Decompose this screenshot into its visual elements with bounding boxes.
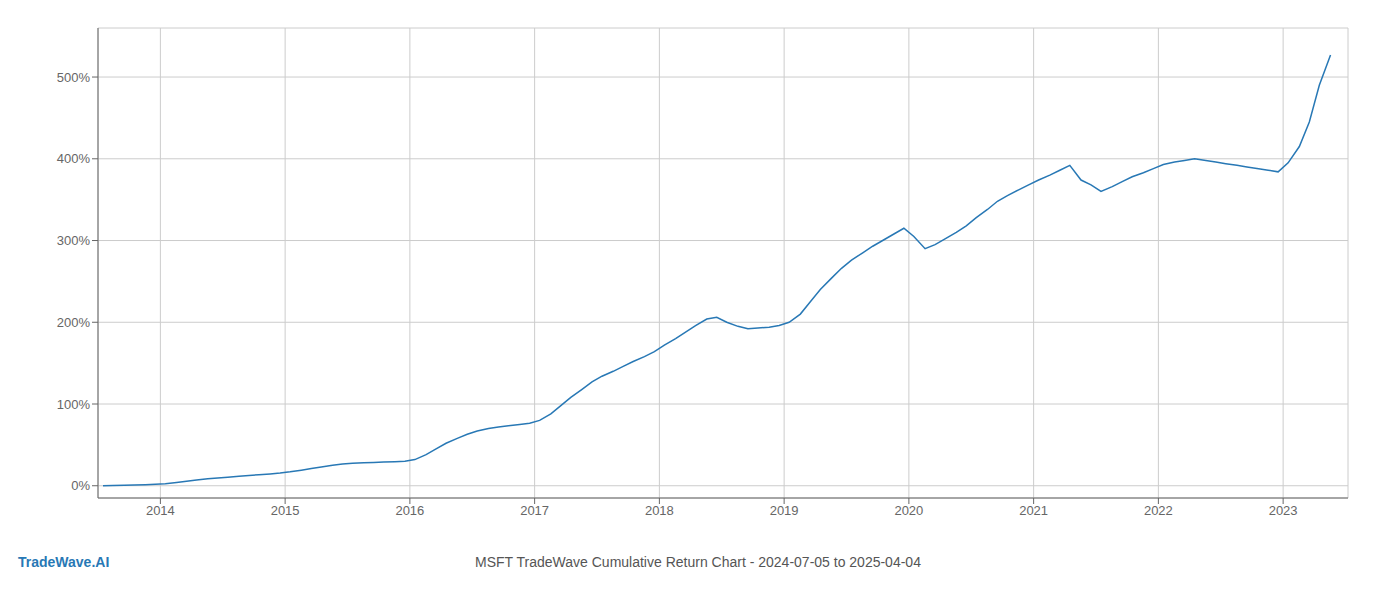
html-text:TradeWave.AI: TradeWave.AI [18,554,110,570]
svg-text:2023: 2023 [1269,503,1298,518]
svg-text:2017: 2017 [520,503,549,518]
svg-text:100%: 100% [57,397,91,412]
svg-text:2022: 2022 [1144,503,1173,518]
svg-text:2014: 2014 [146,503,175,518]
svg-text:200%: 200% [57,315,91,330]
svg-text:400%: 400% [57,151,91,166]
svg-text:2015: 2015 [271,503,300,518]
svg-text:300%: 300% [57,233,91,248]
svg-text:500%: 500% [57,70,91,85]
svg-text:2016: 2016 [395,503,424,518]
svg-text:2021: 2021 [1019,503,1048,518]
svg-text:2020: 2020 [894,503,923,518]
svg-text:0%: 0% [71,478,90,493]
html-text:MSFT TradeWave Cumulative Retu: MSFT TradeWave Cumulative Return Chart -… [475,554,921,570]
svg-text:2018: 2018 [645,503,674,518]
svg-text:2019: 2019 [770,503,799,518]
